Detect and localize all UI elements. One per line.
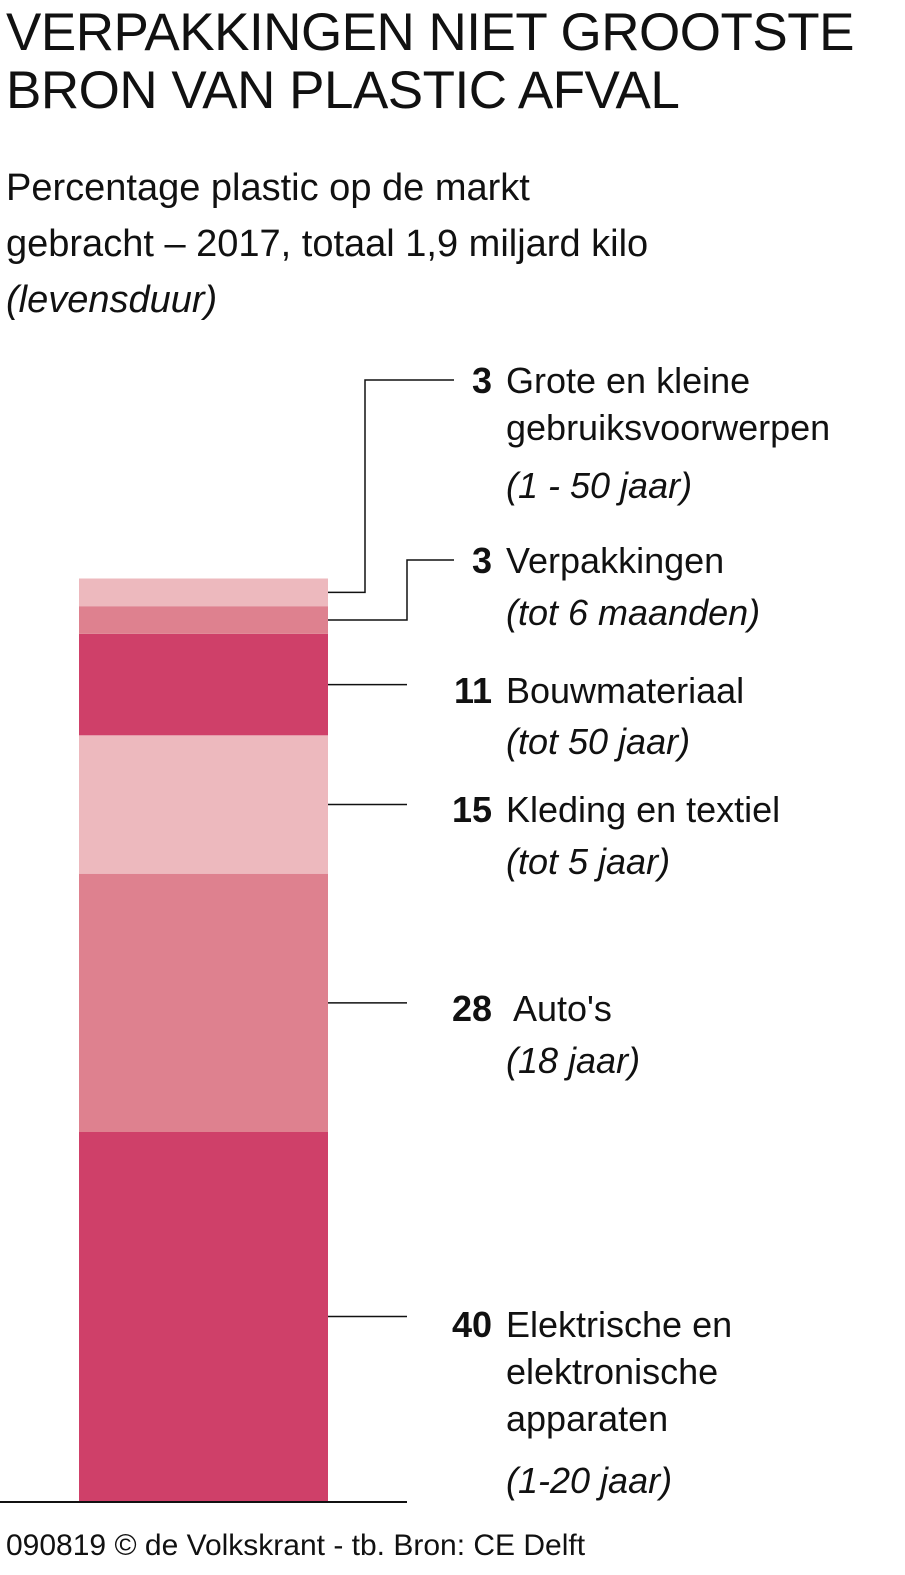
segment-lifespan: (tot 50 jaar) xyxy=(506,721,690,762)
subtitle-line-2: gebracht – 2017, totaal 1,9 miljard kilo xyxy=(6,223,649,265)
connector-line xyxy=(328,559,454,621)
segment-lifespan: (1 - 50 jaar) xyxy=(506,465,692,506)
segment-label: Kleding en textiel xyxy=(506,789,780,830)
segment-lifespan: (18 jaar) xyxy=(506,1040,640,1081)
chart-subtitle: Percentage plastic op de markt gebracht … xyxy=(6,160,901,328)
segment-lifespan: (tot 5 jaar) xyxy=(506,841,670,882)
bar-segment xyxy=(79,633,328,736)
bar-segment xyxy=(79,735,328,874)
subtitle-line-1: Percentage plastic op de markt xyxy=(6,167,530,209)
segment-value: 15 xyxy=(452,789,492,830)
segment-label: apparaten xyxy=(506,1398,668,1439)
segment-label: Grote en kleine xyxy=(506,360,750,401)
bar-segment xyxy=(79,873,328,1132)
segment-value: 3 xyxy=(472,540,492,581)
bar-segment xyxy=(79,578,328,607)
segment-value: 3 xyxy=(472,360,492,401)
segment-label: gebruiksvoorwerpen xyxy=(506,407,830,448)
segment-label: elektronische xyxy=(506,1351,718,1392)
segment-label: Verpakkingen xyxy=(506,540,724,581)
bar-segment xyxy=(79,606,328,634)
segment-label: Auto's xyxy=(513,988,612,1029)
segment-value: 40 xyxy=(452,1304,492,1345)
subtitle-note: (levensduur) xyxy=(6,279,218,321)
segment-value: 11 xyxy=(454,670,492,711)
segment-label: Bouwmateriaal xyxy=(506,670,744,711)
chart-title: VERPAKKINGEN NIET GROOTSTE BRON VAN PLAS… xyxy=(6,3,854,120)
connector-line xyxy=(328,379,454,594)
segment-value: 28 xyxy=(452,988,492,1029)
bar-segment xyxy=(79,1132,328,1501)
source-footer: 090819 © de Volkskrant - tb. Bron: CE De… xyxy=(6,1529,586,1562)
segment-lifespan: (tot 6 maanden) xyxy=(506,592,760,633)
segment-label: Elektrische en xyxy=(506,1304,732,1345)
segment-lifespan: (1-20 jaar) xyxy=(506,1460,672,1501)
